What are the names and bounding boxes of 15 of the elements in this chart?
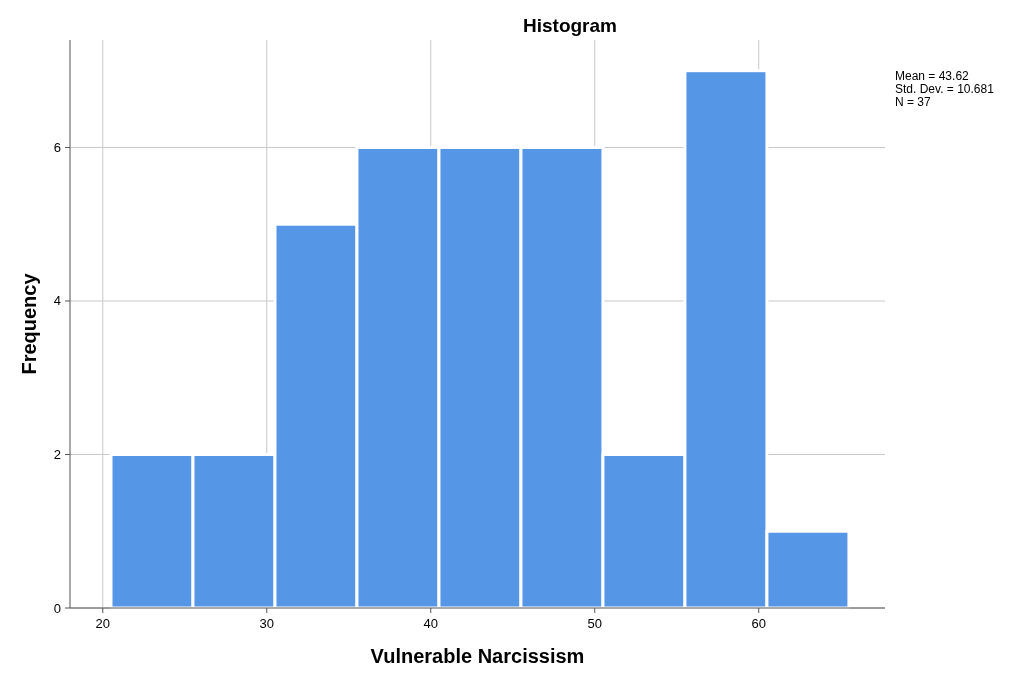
x-tick-label: 30 — [259, 616, 275, 631]
text: Std. Dev. = 10.681 — [895, 82, 995, 96]
x-tick-label: 40 — [423, 616, 438, 631]
y-axis-title: Frequency — [18, 272, 40, 375]
text: N = 37 — [895, 95, 932, 109]
x-tick-label: 50 — [587, 616, 602, 631]
x-tick-label: 20 — [95, 616, 111, 631]
y-tick-label: 2 — [53, 446, 61, 462]
text: Mean = 43.62 — [895, 69, 970, 83]
chart-title: Histogram — [523, 15, 617, 36]
y-tick-label: 6 — [53, 139, 61, 155]
x-tick-label: 60 — [751, 616, 766, 631]
x-axis-title: Vulnerable Narcissism — [370, 645, 585, 667]
y-tick-label: 0 — [53, 600, 61, 616]
y-tick-label: 4 — [53, 293, 61, 309]
